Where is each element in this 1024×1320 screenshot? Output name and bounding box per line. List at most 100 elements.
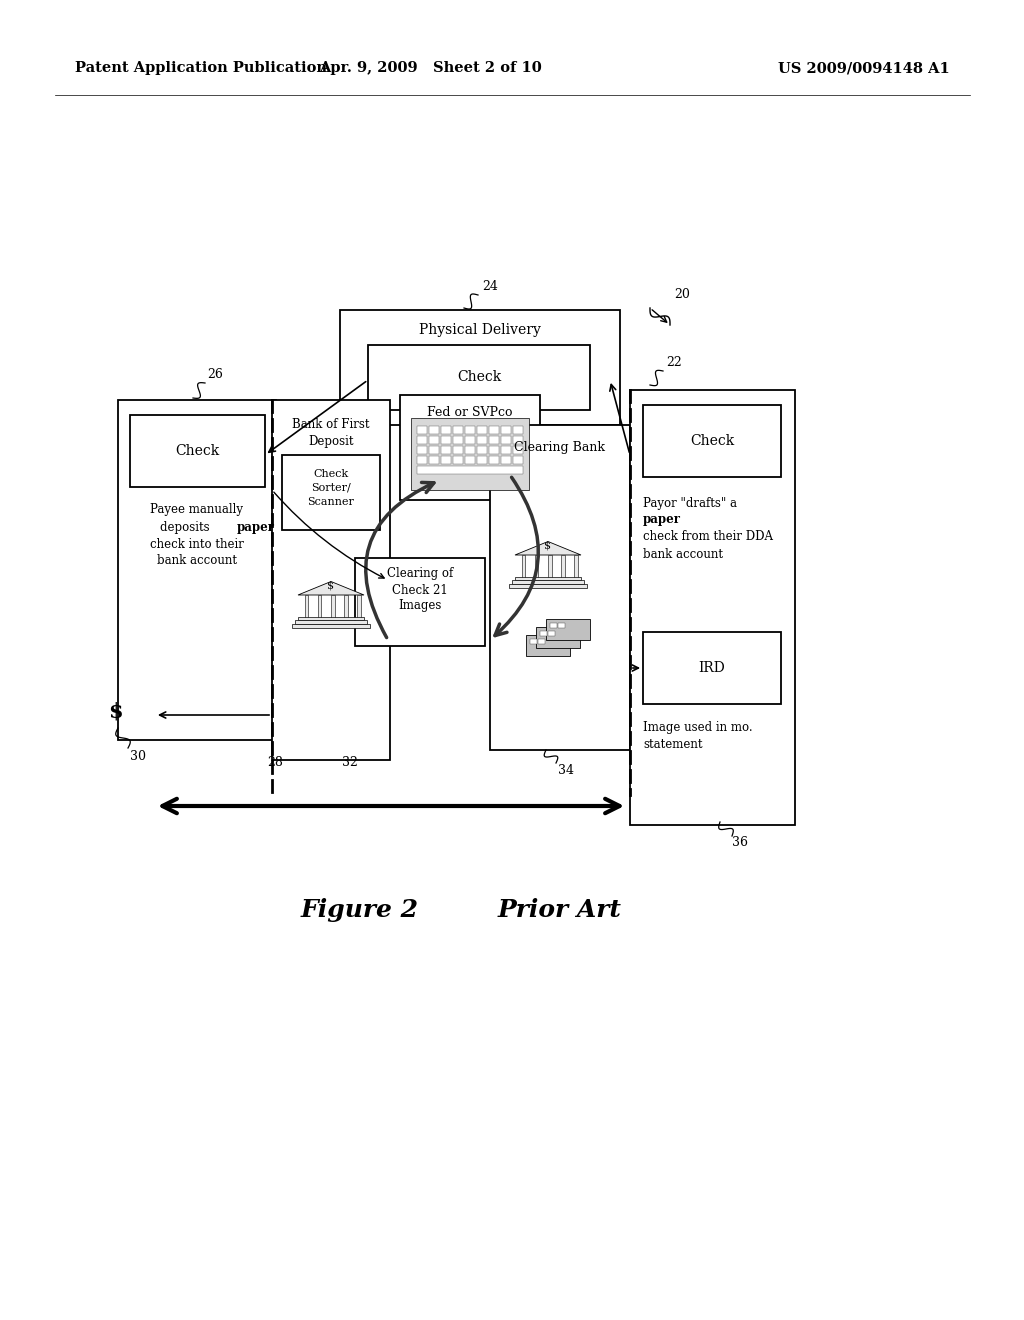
Text: Image used in mo.: Image used in mo. — [643, 722, 753, 734]
Text: 22: 22 — [667, 355, 682, 368]
Bar — [489, 446, 499, 454]
Bar — [561, 554, 565, 578]
Text: 32: 32 — [342, 755, 358, 768]
Bar — [429, 436, 439, 444]
Text: $: $ — [545, 541, 552, 550]
Bar — [550, 623, 557, 628]
Text: Patent Application Publication: Patent Application Publication — [75, 61, 327, 75]
Text: Scanner: Scanner — [307, 498, 354, 507]
Bar — [441, 426, 451, 434]
Bar — [295, 619, 367, 623]
Bar — [643, 405, 781, 477]
Bar — [540, 631, 547, 636]
Bar — [558, 623, 565, 628]
Bar — [546, 619, 591, 640]
Bar — [536, 627, 581, 648]
Text: 30: 30 — [130, 751, 146, 763]
Text: Check: Check — [457, 370, 501, 384]
Text: 20: 20 — [674, 289, 690, 301]
Bar — [630, 389, 795, 825]
Text: IRD: IRD — [698, 661, 725, 675]
Bar — [477, 436, 487, 444]
Bar — [429, 426, 439, 434]
Text: Physical Delivery: Physical Delivery — [419, 323, 541, 337]
Bar — [400, 395, 540, 500]
Bar — [574, 554, 578, 578]
Text: Sorter/: Sorter/ — [311, 483, 351, 492]
Text: US 2009/0094148 A1: US 2009/0094148 A1 — [778, 61, 950, 75]
Text: 34: 34 — [558, 763, 574, 776]
Bar — [417, 455, 427, 465]
Bar — [548, 554, 552, 578]
Bar — [417, 446, 427, 454]
Text: Check: Check — [175, 444, 219, 458]
Bar — [490, 425, 630, 750]
Bar — [489, 436, 499, 444]
Bar — [501, 446, 511, 454]
Bar — [535, 554, 539, 578]
Bar — [513, 446, 523, 454]
Text: Check: Check — [690, 434, 734, 447]
Text: Clearing of: Clearing of — [387, 568, 454, 581]
Bar — [368, 345, 590, 411]
Text: Deposit: Deposit — [308, 434, 353, 447]
Text: Apr. 9, 2009   Sheet 2 of 10: Apr. 9, 2009 Sheet 2 of 10 — [318, 61, 542, 75]
Bar — [453, 436, 463, 444]
Text: paper: paper — [643, 513, 681, 527]
Bar — [525, 635, 570, 656]
Text: Clearing Bank: Clearing Bank — [514, 441, 605, 454]
Text: statement: statement — [643, 738, 702, 751]
Bar — [417, 436, 427, 444]
Text: Check: Check — [313, 469, 348, 479]
Bar — [513, 426, 523, 434]
Bar — [292, 623, 370, 628]
Text: bank account: bank account — [643, 548, 723, 561]
Bar — [417, 466, 523, 474]
Text: 24: 24 — [482, 280, 498, 293]
Bar — [429, 455, 439, 465]
Text: $: $ — [328, 581, 335, 591]
Bar — [441, 455, 451, 465]
Bar — [477, 446, 487, 454]
Text: 26: 26 — [207, 368, 223, 381]
Bar — [489, 426, 499, 434]
Bar — [355, 558, 485, 645]
Bar — [429, 446, 439, 454]
Bar — [331, 595, 335, 618]
Polygon shape — [298, 582, 364, 595]
Bar — [441, 446, 451, 454]
Text: Check 21: Check 21 — [392, 583, 447, 597]
Bar — [501, 436, 511, 444]
Bar — [521, 554, 525, 578]
Bar — [441, 436, 451, 444]
Bar — [643, 632, 781, 704]
Bar — [453, 446, 463, 454]
Bar — [317, 595, 322, 618]
Text: Bank of First: Bank of First — [292, 418, 370, 432]
Bar — [282, 455, 380, 531]
Bar — [411, 418, 529, 490]
Text: Prior Art: Prior Art — [498, 898, 622, 921]
Bar — [509, 583, 587, 587]
Polygon shape — [515, 541, 581, 554]
Bar — [453, 426, 463, 434]
Text: Images: Images — [398, 599, 441, 612]
Text: 36: 36 — [732, 837, 748, 850]
Text: bank account: bank account — [157, 554, 237, 568]
Bar — [304, 595, 308, 618]
Bar — [513, 436, 523, 444]
Bar — [118, 400, 276, 741]
Bar — [340, 310, 620, 425]
Bar — [465, 446, 475, 454]
Bar — [501, 455, 511, 465]
Text: Payee manually: Payee manually — [151, 503, 244, 516]
Bar — [477, 455, 487, 465]
Bar — [453, 455, 463, 465]
Bar — [515, 577, 581, 579]
Bar — [465, 455, 475, 465]
Text: paper: paper — [237, 520, 275, 533]
Text: 28: 28 — [267, 755, 283, 768]
Bar — [344, 595, 348, 618]
Bar — [417, 426, 427, 434]
Bar — [272, 400, 390, 760]
